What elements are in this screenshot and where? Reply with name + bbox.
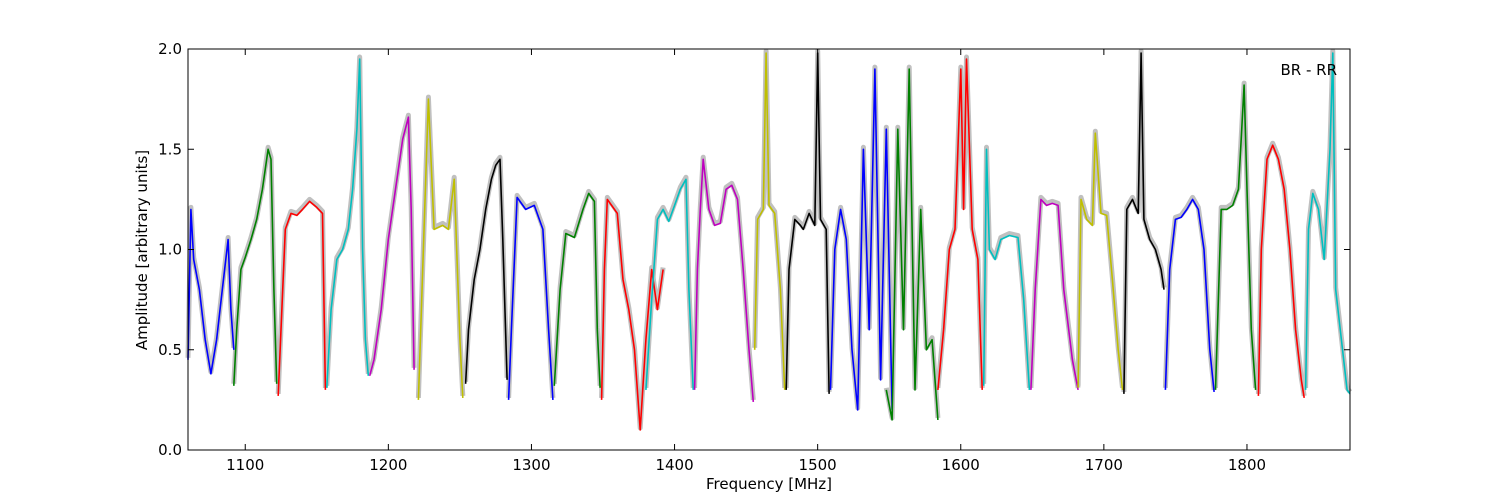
series-line xyxy=(417,98,464,400)
reference-trace xyxy=(1075,128,1125,389)
y-tick-label: 1.0 xyxy=(158,241,182,259)
series-line xyxy=(1164,198,1215,392)
x-tick-label: 1500 xyxy=(799,456,837,474)
reference-trace xyxy=(1213,80,1259,389)
series-line xyxy=(982,148,1031,390)
reference-trace xyxy=(752,48,788,389)
series-line xyxy=(753,52,786,390)
series-line xyxy=(937,58,983,390)
plot-annotation: BR - RR xyxy=(1280,61,1337,79)
reference-trace xyxy=(1303,48,1353,394)
series-line xyxy=(187,208,235,375)
reference-trace xyxy=(185,204,237,375)
series-line xyxy=(507,196,554,400)
x-tick-label: 1400 xyxy=(655,456,693,474)
series-line xyxy=(785,52,830,394)
reference-trace xyxy=(981,144,1032,389)
series-line xyxy=(829,68,893,411)
series-line xyxy=(233,148,278,386)
x-tick-label: 1700 xyxy=(1085,456,1123,474)
x-tick-label: 1800 xyxy=(1228,456,1266,474)
reference-trace xyxy=(231,144,280,384)
series-line xyxy=(553,192,601,388)
series-line xyxy=(693,158,755,402)
series-line xyxy=(326,58,370,388)
series-line xyxy=(1077,132,1124,390)
x-tick-label: 1100 xyxy=(226,456,264,474)
y-tick-label: 0.5 xyxy=(158,341,182,359)
x-tick-label: 1300 xyxy=(512,456,550,474)
series-line xyxy=(1123,52,1165,394)
y-tick-label: 0.0 xyxy=(158,441,182,459)
reference-trace xyxy=(367,112,417,375)
series-line xyxy=(885,68,939,421)
series-line xyxy=(1257,144,1305,399)
series-line xyxy=(1030,198,1079,391)
reference-trace xyxy=(551,188,603,386)
series-line xyxy=(368,116,415,377)
series-line xyxy=(277,200,327,396)
series-line xyxy=(1304,52,1351,395)
series-line xyxy=(464,158,508,384)
y-tick-label: 1.5 xyxy=(158,140,182,158)
x-tick-label: 1200 xyxy=(369,456,407,474)
x-axis-label: Frequency [MHz] xyxy=(706,475,832,493)
reference-trace xyxy=(783,48,832,392)
y-axis-label: Amplitude [arbitrary units] xyxy=(133,150,151,350)
x-tick-label: 1600 xyxy=(942,456,980,474)
x-axis: 1100 1200 1300 1400 1500 1600 1700 1800 xyxy=(226,49,1266,474)
series-line xyxy=(1214,84,1257,390)
series-line xyxy=(645,178,694,390)
y-tick-label: 2.0 xyxy=(158,40,182,58)
reference-trace xyxy=(1028,194,1081,389)
series-layer xyxy=(187,52,1351,431)
y-axis: 0.0 0.5 1.0 1.5 2.0 xyxy=(158,40,1350,459)
series-line xyxy=(600,198,664,431)
